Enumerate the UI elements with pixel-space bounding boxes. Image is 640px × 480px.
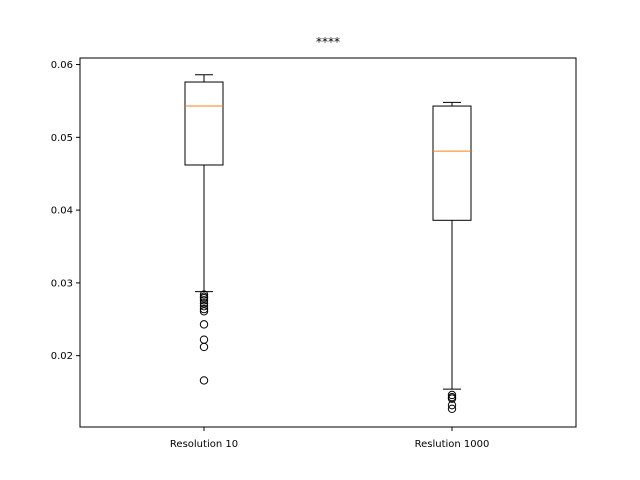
outlier-point: [447, 400, 457, 410]
y-tick-label: 0.02: [51, 351, 73, 362]
outlier-point: [199, 342, 209, 352]
outlier-point: [199, 320, 209, 329]
y-tick-label: 0.03: [51, 278, 73, 289]
plot-area: [184, 74, 472, 414]
outlier-point: [447, 390, 457, 400]
x-tick-label: Reslution 1000: [415, 439, 490, 450]
axes: 0.02 0.03 0.04 0.05 0.06 Resolution 10 Resluti…: [51, 60, 490, 450]
outlier-point: [447, 404, 457, 414]
box-group: [432, 101, 472, 414]
outlier-point: [199, 299, 209, 308]
outlier-point: [199, 376, 209, 385]
x-tick-label: Resolution 10: [170, 439, 238, 450]
box-iqr: [184, 81, 224, 166]
box-iqr: [432, 105, 472, 221]
outlier-point: [199, 307, 209, 316]
outlier-point: [199, 290, 209, 299]
outlier-point: [199, 293, 209, 303]
y-tick-label: 0.04: [51, 206, 73, 217]
box-group: [184, 74, 224, 385]
y-tick-label: 0.06: [51, 60, 73, 71]
y-tick-label: 0.05: [51, 133, 73, 144]
outlier-point: [199, 304, 209, 314]
outlier-point: [447, 394, 457, 403]
outlier-point: [199, 301, 209, 311]
chart-title: ****: [316, 35, 340, 49]
outlier-point: [199, 296, 209, 305]
axes-frame: [79, 57, 577, 428]
